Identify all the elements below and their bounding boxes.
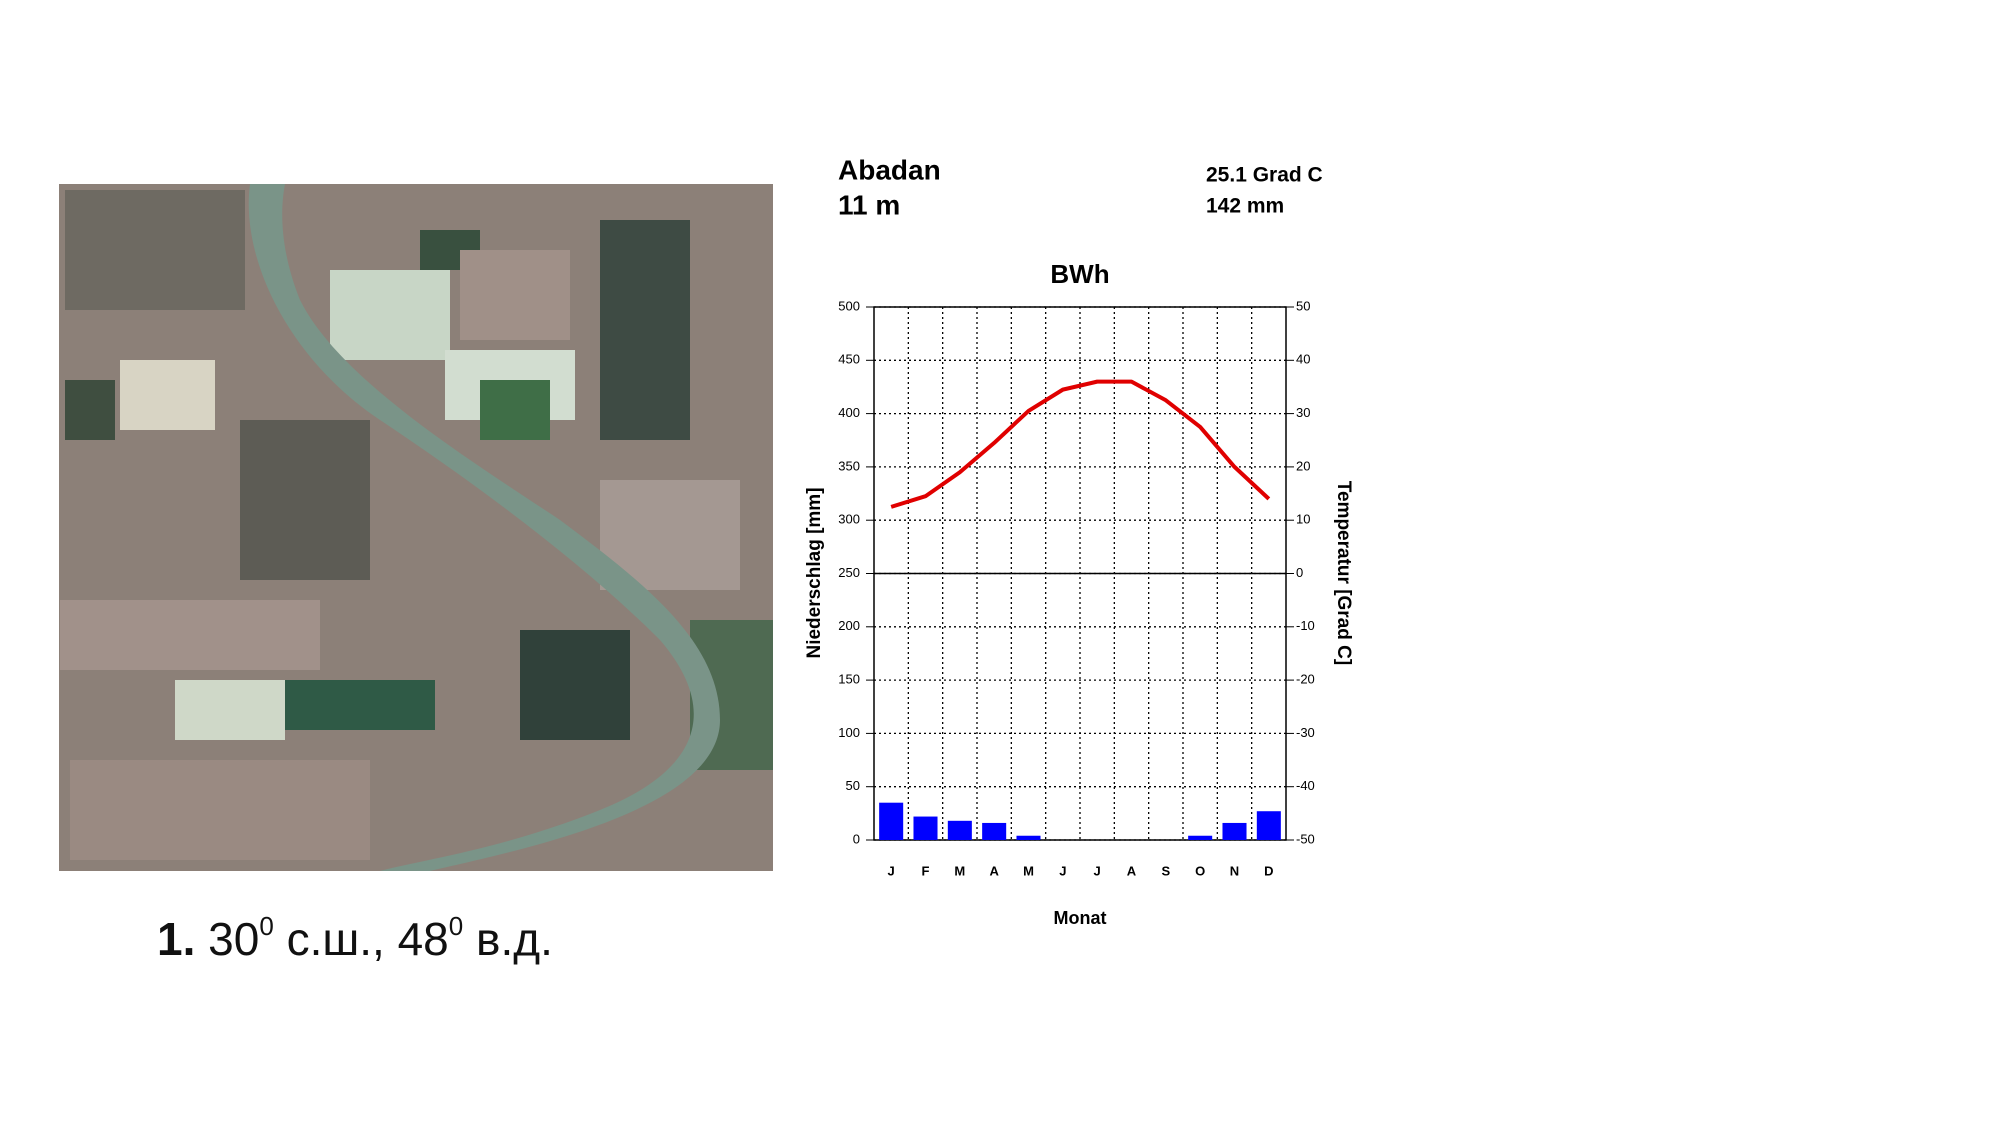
y-tick-label: 200 xyxy=(838,618,860,633)
y2-tick-label: 30 xyxy=(1296,405,1310,420)
y-tick-label: 400 xyxy=(838,405,860,420)
y2-tick-label: -50 xyxy=(1296,831,1315,846)
bar xyxy=(1222,822,1247,840)
bar xyxy=(1016,835,1041,840)
chart-title: BWh xyxy=(1050,259,1109,289)
temperature-line xyxy=(890,379,1271,509)
x-tick-label: M xyxy=(1023,863,1034,878)
x-tick-label: O xyxy=(1195,863,1205,878)
y-tick-label: 450 xyxy=(838,352,860,367)
x-axis-label: Monat xyxy=(1054,908,1107,928)
y2-tick-label: -40 xyxy=(1296,778,1315,793)
x-tick-label: A xyxy=(989,863,999,878)
x-tick-label: M xyxy=(954,863,965,878)
y2-tick-label: 50 xyxy=(1296,298,1310,313)
elevation: 11 m xyxy=(838,189,900,220)
y2-tick-label: 20 xyxy=(1296,458,1310,473)
caption-sup: 0 xyxy=(448,911,464,941)
y-tick-label: 0 xyxy=(853,831,860,846)
y2-tick-label: 40 xyxy=(1296,352,1310,367)
y-tick-label: 50 xyxy=(846,778,860,793)
bar xyxy=(947,820,972,840)
y-tick-label: 350 xyxy=(838,458,860,473)
annual-precip: 142 mm xyxy=(1206,195,1284,218)
y2-tick-label: -10 xyxy=(1296,618,1315,633)
bar xyxy=(1256,811,1281,840)
station-name: Abadan xyxy=(838,154,941,185)
y-tick-label: 250 xyxy=(838,565,860,580)
plot-frame xyxy=(873,306,1287,841)
x-tick-label: F xyxy=(922,863,930,878)
caption-number: 1. xyxy=(157,913,196,965)
caption-text: 30 xyxy=(195,913,260,965)
bar xyxy=(913,816,938,840)
y-tick-label: 500 xyxy=(838,298,860,313)
bar xyxy=(982,822,1007,840)
x-tick-label: D xyxy=(1264,863,1273,878)
y-axis-label: Niederschlag [mm] xyxy=(804,487,825,658)
y-tick-label: 300 xyxy=(838,512,860,527)
y-tick-label: 100 xyxy=(838,725,860,740)
x-tick-label: J xyxy=(888,863,895,878)
bar xyxy=(879,802,904,840)
y2-tick-label: 0 xyxy=(1296,565,1303,580)
y2-axis-label: Temperatur [Grad C] xyxy=(1333,481,1354,665)
x-tick-label: J xyxy=(1059,863,1066,878)
y2-tick-label: -30 xyxy=(1296,725,1315,740)
annual-temp: 25.1 Grad C xyxy=(1206,164,1323,187)
satellite-image xyxy=(59,184,773,871)
y2-tick-label: -20 xyxy=(1296,672,1315,687)
caption-text: с.ш., 48 xyxy=(273,913,449,965)
x-tick-label: N xyxy=(1230,863,1239,878)
x-tick-label: J xyxy=(1094,863,1101,878)
bar xyxy=(1188,835,1213,840)
caption-sup: 0 xyxy=(259,911,274,941)
x-tick-label: S xyxy=(1161,863,1170,878)
y-tick-label: 150 xyxy=(838,672,860,687)
y2-tick-label: 10 xyxy=(1296,512,1310,527)
caption: 1. 300 с.ш., 480 в.д. xyxy=(157,912,553,966)
caption-text: в.д. xyxy=(463,913,553,965)
x-tick-label: A xyxy=(1127,863,1137,878)
